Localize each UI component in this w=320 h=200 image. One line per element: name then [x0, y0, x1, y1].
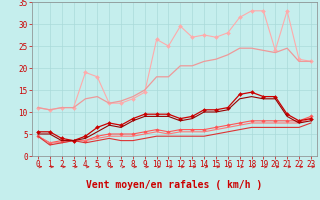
X-axis label: Vent moyen/en rafales ( km/h ): Vent moyen/en rafales ( km/h ) — [86, 180, 262, 190]
